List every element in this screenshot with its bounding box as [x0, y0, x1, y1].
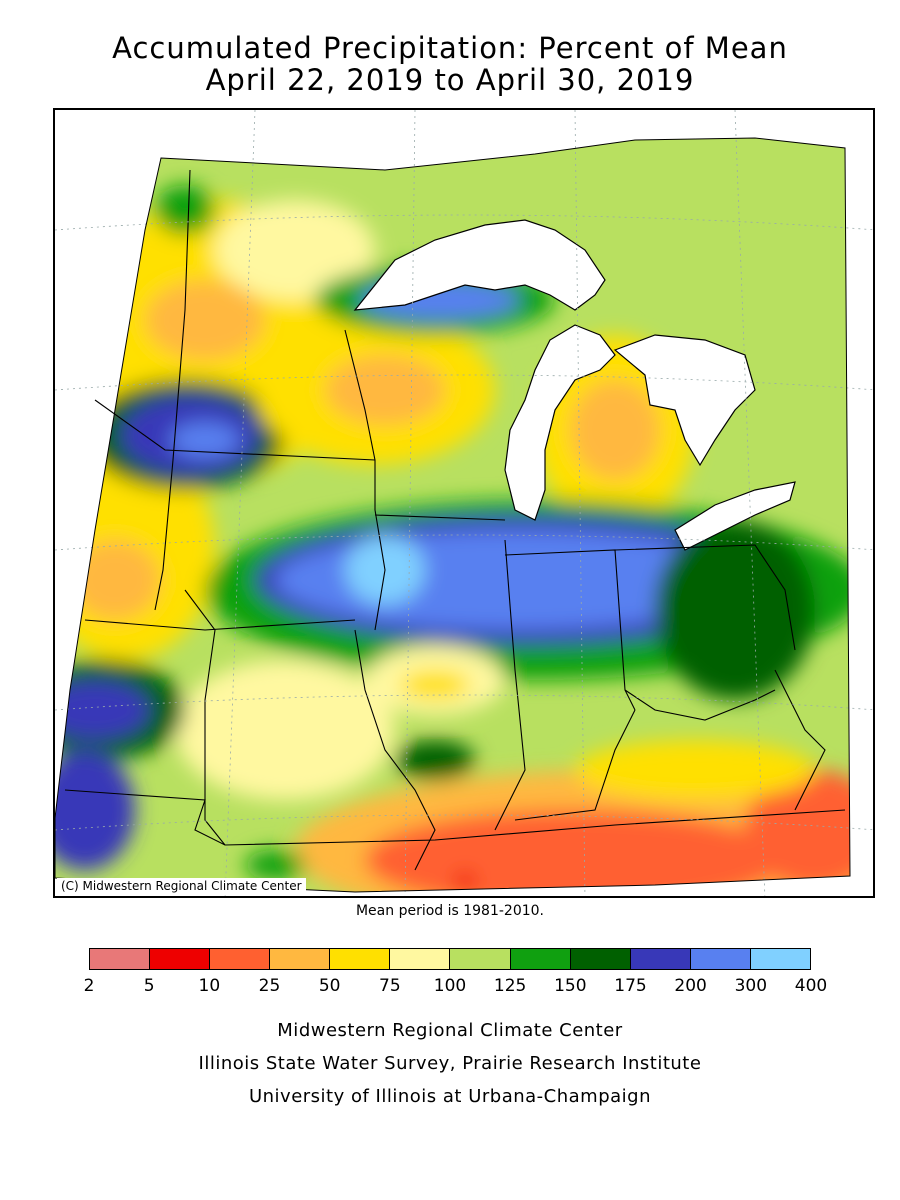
legend-tick-label: 400 — [794, 976, 828, 996]
legend-tick-label: 175 — [614, 976, 647, 996]
footer-line2: Illinois State Water Survey, Prairie Res… — [198, 1053, 702, 1074]
map-region-outline — [55, 137, 851, 893]
copyright-label: (C) Midwestern Regional Climate Center — [57, 878, 306, 894]
lake-erie — [674, 481, 796, 551]
map-title-line1: Accumulated Precipitation: Percent of Me… — [112, 31, 788, 65]
legend-tick-label: 125 — [493, 976, 527, 996]
legend-tick-label: 5 — [143, 976, 155, 996]
footer-line1: Midwestern Regional Climate Center — [277, 1020, 623, 1041]
legend-swatch — [150, 949, 211, 969]
lake-superior — [353, 219, 606, 311]
mean-period-note: Mean period is 1981-2010. — [355, 903, 545, 919]
precipitation-map — [55, 110, 873, 896]
footer-line3: University of Illinois at Urbana-Champai… — [248, 1086, 652, 1107]
legend-swatch — [90, 949, 151, 969]
legend-swatch — [210, 949, 271, 969]
legend-tick-label: 200 — [674, 976, 707, 996]
legend-swatch — [330, 949, 391, 969]
legend-swatch — [270, 949, 331, 969]
legend-swatch — [690, 949, 751, 969]
legend-tick-label: 25 — [258, 976, 281, 996]
legend-swatch — [630, 949, 691, 969]
state-boundaries — [64, 169, 846, 871]
legend-tick-label: 10 — [198, 976, 221, 996]
legend-tick-label: 75 — [379, 976, 401, 996]
legend-tick-label: 50 — [318, 976, 341, 996]
legend-tick-label: 2 — [83, 976, 95, 996]
legend-swatch — [750, 949, 810, 969]
map-title-line2: April 22, 2019 to April 30, 2019 — [205, 63, 695, 97]
legend-swatch — [450, 949, 511, 969]
legend-swatch — [570, 949, 631, 969]
great-lakes — [353, 219, 796, 551]
legend-tick-label: 100 — [433, 976, 467, 996]
lake-huron — [613, 334, 756, 467]
legend-swatch — [390, 949, 451, 969]
lake-michigan — [504, 324, 616, 521]
legend-swatch — [510, 949, 571, 969]
legend-tick-label: 300 — [734, 976, 768, 996]
map-frame: (C) Midwestern Regional Climate Center — [53, 108, 875, 898]
color-legend — [89, 948, 811, 970]
legend-tick-label: 150 — [554, 976, 587, 996]
